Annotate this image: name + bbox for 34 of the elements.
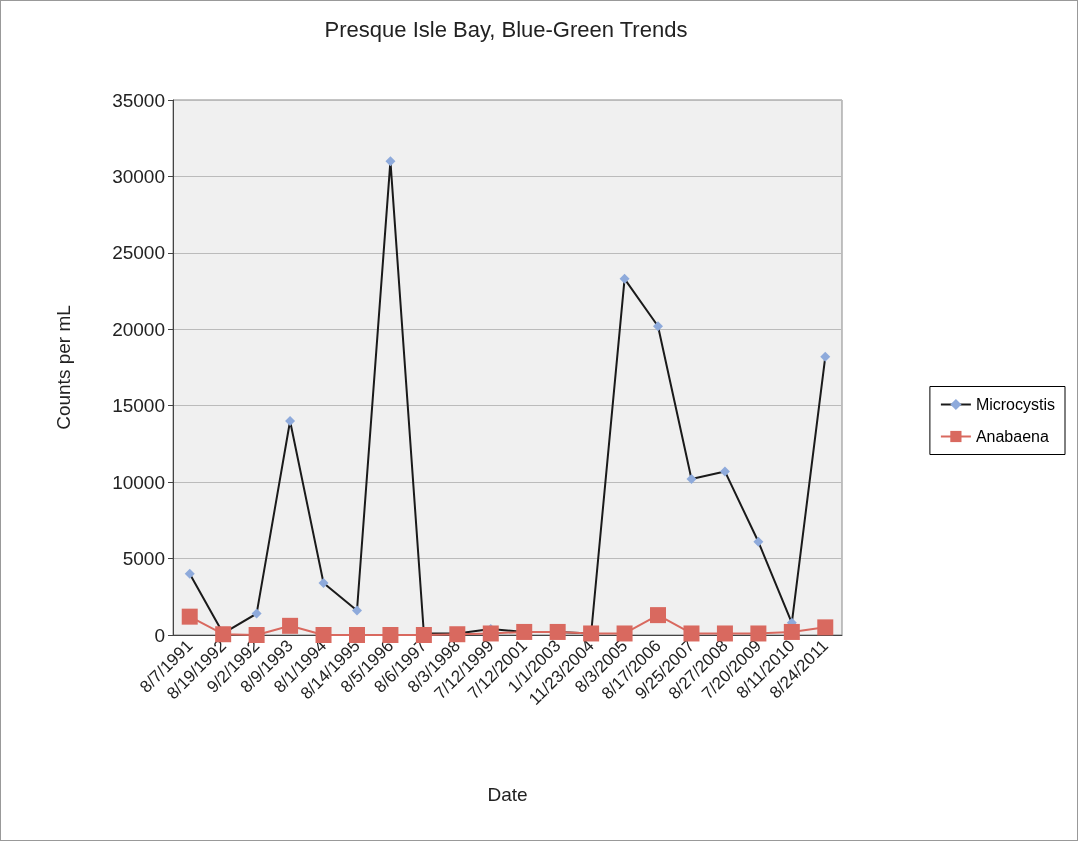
point [315, 627, 332, 643]
point [482, 625, 499, 642]
point [653, 321, 664, 332]
point [820, 351, 831, 362]
point [716, 625, 733, 642]
y-tick-label: 35000 [112, 89, 165, 111]
point [251, 608, 262, 619]
legend-label: Anabaena [975, 428, 1049, 445]
y-tick-label: 0 [154, 624, 165, 646]
point [817, 619, 834, 636]
y-tick-label: 20000 [112, 318, 165, 340]
y-axis-title: Counts per mL [53, 305, 74, 430]
point [683, 625, 700, 642]
point [385, 156, 396, 167]
point [181, 608, 198, 625]
point [282, 617, 299, 634]
legend-label: Microcystis [975, 396, 1055, 413]
point [686, 474, 697, 485]
point [285, 416, 296, 426]
point [753, 536, 764, 547]
point [650, 607, 667, 624]
y-tick-label: 15000 [112, 395, 165, 417]
y-tick-label: 25000 [112, 242, 165, 264]
point [318, 578, 329, 589]
point [719, 466, 730, 477]
point [783, 623, 800, 640]
y-tick-label: 10000 [112, 471, 165, 493]
point [351, 605, 362, 616]
y-tick-label: 5000 [122, 548, 165, 570]
x-axis-title: Date [487, 784, 528, 805]
point [184, 568, 195, 579]
point [619, 273, 630, 284]
y-tick-label: 30000 [112, 165, 165, 187]
chart-title: Presque Isle Bay, Blue-Green Trends [324, 16, 688, 42]
